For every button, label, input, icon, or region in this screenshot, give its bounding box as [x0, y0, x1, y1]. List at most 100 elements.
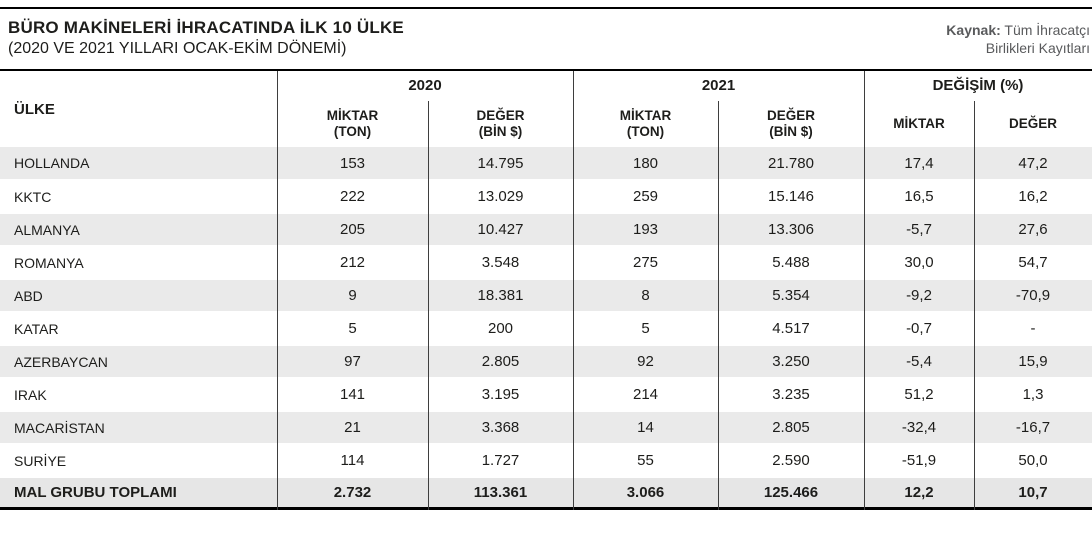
group-header-row: ÜLKE 2020 2021 DEĞİŞİM (%)	[0, 70, 1092, 118]
value-cell: -32,4	[864, 411, 974, 445]
value-cell: 3.548	[428, 246, 573, 280]
column-divider-change-miktar-deger	[974, 101, 975, 510]
column-divider-2020-2021	[573, 71, 574, 510]
source-text: Tüm İhracatçı	[1004, 22, 1090, 38]
value-cell: 212	[277, 246, 428, 280]
table-row: HOLLANDA 153 14.795 180 21.780 17,4 47,2	[0, 147, 1092, 181]
value-cell: 14.795	[428, 147, 573, 181]
value-cell: 205	[277, 213, 428, 247]
value-cell: 15.146	[718, 180, 864, 214]
value-cell: 13.306	[718, 213, 864, 247]
column-divider-2020-miktar-deger	[428, 101, 429, 510]
col-header-country: ÜLKE	[14, 100, 55, 118]
col-header-change-deger: DEĞER	[1008, 115, 1057, 131]
value-cell: 97	[277, 345, 428, 379]
value-cell: 214	[573, 378, 718, 412]
value-cell: 222	[277, 180, 428, 214]
value-cell: 21.780	[718, 147, 864, 181]
sub-header-row: MİKTAR (TON) DEĞER (BİN $) MİKTAR (TON) …	[0, 100, 1092, 147]
country-cell: ROMANYA	[0, 246, 277, 280]
value-cell: 10,7	[974, 477, 1092, 508]
value-cell: 10.427	[428, 213, 573, 247]
country-cell: ALMANYA	[0, 213, 277, 247]
value-cell: -9,2	[864, 279, 974, 313]
title-block: BÜRO MAKİNELERİ İHRACATINDA İLK 10 ÜLKE …	[8, 18, 404, 59]
page-title: BÜRO MAKİNELERİ İHRACATINDA İLK 10 ÜLKE	[8, 18, 404, 37]
value-cell: -0,7	[864, 312, 974, 346]
col-header-change-miktar: MİKTAR	[893, 115, 945, 131]
col-header-2020-miktar: MİKTAR (TON)	[326, 107, 379, 139]
value-cell: 125.466	[718, 477, 864, 508]
col-header-2020-deger: DEĞER (BİN $)	[476, 107, 525, 139]
value-cell: -5,7	[864, 213, 974, 247]
value-cell: 141	[277, 378, 428, 412]
value-cell: 5.354	[718, 279, 864, 313]
value-cell: 15,9	[974, 345, 1092, 379]
value-cell: 2.732	[277, 477, 428, 508]
table-row: ABD 9 18.381 8 5.354 -9,2 -70,9	[0, 279, 1092, 313]
col-group-change: DEĞİŞİM (%)	[932, 77, 1024, 94]
page-subtitle: (2020 VE 2021 YILLARI OCAK-EKİM DÖNEMİ)	[8, 40, 347, 57]
value-cell: 180	[573, 147, 718, 181]
table-row: MACARİSTAN 21 3.368 14 2.805 -32,4 -16,7	[0, 411, 1092, 445]
col-group-2021: 2021	[701, 77, 736, 94]
value-cell: 153	[277, 147, 428, 181]
value-cell: 21	[277, 411, 428, 445]
value-cell: 259	[573, 180, 718, 214]
table-row: IRAK 141 3.195 214 3.235 51,2 1,3	[0, 378, 1092, 412]
value-cell: -51,9	[864, 444, 974, 478]
table-row: SURİYE 114 1.727 55 2.590 -51,9 50,0	[0, 444, 1092, 478]
value-cell: 3.066	[573, 477, 718, 508]
data-table-wrap: ÜLKE 2020 2021 DEĞİŞİM (%) MİKTAR (TON) …	[0, 69, 1092, 510]
value-cell: 3.368	[428, 411, 573, 445]
value-cell: 47,2	[974, 147, 1092, 181]
country-cell: ABD	[0, 279, 277, 313]
col-header-2021-deger: DEĞER (BİN $)	[766, 107, 815, 139]
table-row: AZERBAYCAN 97 2.805 92 3.250 -5,4 15,9	[0, 345, 1092, 379]
value-cell: 50,0	[974, 444, 1092, 478]
value-cell: -70,9	[974, 279, 1092, 313]
value-cell: 3.195	[428, 378, 573, 412]
source-note: Kaynak: Tüm İhracatçı Birlikleri Kayıtla…	[946, 18, 1090, 57]
country-cell: HOLLANDA	[0, 147, 277, 181]
value-cell: 27,6	[974, 213, 1092, 247]
value-cell: -	[974, 312, 1092, 346]
table-row: ROMANYA 212 3.548 275 5.488 30,0 54,7	[0, 246, 1092, 280]
value-cell: 2.590	[718, 444, 864, 478]
value-cell: 18.381	[428, 279, 573, 313]
total-row: MAL GRUBU TOPLAMI 2.732 113.361 3.066 125.46…	[0, 477, 1092, 508]
country-cell: KATAR	[0, 312, 277, 346]
value-cell: 200	[428, 312, 573, 346]
value-cell: 54,7	[974, 246, 1092, 280]
value-cell: 55	[573, 444, 718, 478]
value-cell: 3.250	[718, 345, 864, 379]
country-cell: MAL GRUBU TOPLAMI	[0, 477, 277, 508]
column-divider-country-2020	[277, 71, 278, 510]
column-divider-2021-change	[864, 71, 865, 510]
column-divider-2021-miktar-deger	[718, 101, 719, 510]
value-cell: 275	[573, 246, 718, 280]
value-cell: 1.727	[428, 444, 573, 478]
col-group-2020: 2020	[408, 77, 442, 94]
value-cell: 16,2	[974, 180, 1092, 214]
value-cell: 114	[277, 444, 428, 478]
table-row: KATAR 5 200 5 4.517 -0,7-	[0, 312, 1092, 346]
value-cell: 12,2	[864, 477, 974, 508]
value-cell: 113.361	[428, 477, 573, 508]
table-row: KKTC 222 13.029 259 15.146 16,5 16,2	[0, 180, 1092, 214]
value-cell: 9	[277, 279, 428, 313]
value-cell: 5	[573, 312, 718, 346]
table-row: ALMANYA 205 10.427 193 13.306 -5,7 27,6	[0, 213, 1092, 247]
value-cell: 193	[573, 213, 718, 247]
value-cell: 14	[573, 411, 718, 445]
value-cell: 8	[573, 279, 718, 313]
source-label: Kaynak:	[946, 22, 1001, 38]
data-table: ÜLKE 2020 2021 DEĞİŞİM (%) MİKTAR (TON) …	[0, 69, 1092, 510]
country-cell: KKTC	[0, 180, 277, 214]
source-line-2: Birlikleri Kayıtları	[985, 40, 1090, 56]
value-cell: 2.805	[428, 345, 573, 379]
value-cell: 30,0	[864, 246, 974, 280]
table-head: ÜLKE 2020 2021 DEĞİŞİM (%) MİKTAR (TON) …	[0, 70, 1092, 147]
source-line-1: Kaynak: Tüm İhracatçı	[946, 21, 1090, 39]
